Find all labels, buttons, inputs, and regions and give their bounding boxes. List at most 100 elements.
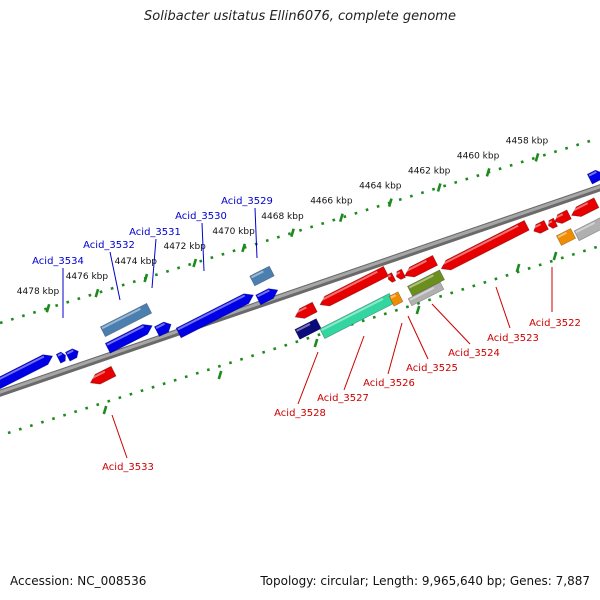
gene-acid-3523-body [440,219,530,271]
gene-small-i [553,209,572,224]
leader-acid_3531 [151,238,157,289]
backbone-highlight [0,185,600,394]
inner-ruler-tick [102,405,108,415]
gene-acid-3534-body [0,354,54,390]
gene-label-acid_3529: Acid_3529 [221,196,273,207]
genome-info-text: Topology: circular; Length: 9,965,640 bp… [260,574,590,588]
gene-acid-3525-gray [407,281,445,307]
gene-small-b-body [64,348,79,362]
ruler-tick-label-4478: 4478 kbp [17,287,60,297]
gene-edge-plus-body [586,169,600,185]
gene-acid-3522 [555,228,577,246]
gene-small-e-body [387,272,397,283]
ruler-tick-label-4468: 4468 kbp [261,212,304,222]
gene-features [0,169,600,390]
gene-acid-3532-shine [101,307,141,330]
gene-acid-3533-shine [89,370,106,381]
ruler-tick-label-4462: 4462 kbp [408,167,451,177]
gene-acid-3525 [407,269,445,297]
ruler-tick-label-4476: 4476 kbp [66,272,109,282]
gene-label-acid_3524: Acid_3524 [448,348,500,359]
gene-label-acid_3532: Acid_3532 [83,240,135,251]
gene-acid-3527-red [318,265,389,307]
gene-acid-3525-body [407,269,445,297]
ruler-tick-4468 [290,228,295,238]
gene-small-c-shine [155,322,166,329]
gene-acid-3522-red-shine [570,202,589,213]
gene-acid-3534 [0,354,54,390]
gene-acid-3532 [99,302,153,338]
leader-acid_3529 [254,207,258,259]
ruler-tick-label-4458: 4458 kbp [506,136,549,146]
gene-edge-plus-shine [588,171,597,177]
gene-edge-gray-body [573,216,600,242]
gene-label-acid_3527: Acid_3527 [317,393,369,404]
gene-acid-3524-red-shine [403,259,427,274]
gene-small-a-shine [57,352,63,357]
ruler-tick-label-4474: 4474 kbp [115,257,158,267]
gene-small-g-body [533,219,549,234]
gene-acid-3526 [388,291,404,307]
gene-acid-3526-body [388,291,404,307]
gene-acid-3529 [249,265,275,287]
gene-acid-3530 [175,293,254,339]
genome-backbone [0,184,600,397]
leader-acid_3523 [495,286,511,329]
gene-small-f-body [396,268,407,280]
gene-acid-3531-shine [106,325,145,346]
gene-acid-3527-red-body [319,265,389,307]
gene-small-h [547,217,559,229]
gene-label-acid_3534: Acid_3534 [32,256,84,267]
gene-acid-3531 [104,324,153,354]
ruler-tick-4458 [534,152,540,162]
gene-acid-3529-body [249,265,275,287]
ruler-tick-4476 [94,288,100,298]
gene-label-acid_3528: Acid_3528 [274,408,326,419]
leader-acid_3526 [387,322,403,375]
ruler-tick-4470 [241,243,247,253]
gene-small-d-shine [257,289,270,298]
leader-acid_3528 [297,351,319,405]
gene-small-h-shine [547,220,553,225]
gene-small-c-body [153,321,172,337]
inner-ruler-tick [415,305,421,315]
ruler-tick-4462 [436,183,442,192]
gene-label-acid_3522: Acid_3522 [529,318,581,329]
gene-small-a [55,351,66,364]
leader-acid_3527 [343,335,365,391]
ruler-tick-label-4460: 4460 kbp [457,151,500,161]
ruler-tick-4478 [45,303,51,313]
gene-acid-3523-shine [440,224,519,267]
gene-small-f-shine [395,271,401,276]
gene-acid-3528-shine [296,323,311,332]
gene-acid-3527-red-shine [318,270,378,303]
gene-small-i-shine [553,213,564,220]
ruler-tick-4464 [387,198,393,207]
inner-ruler-tick [313,338,319,348]
ruler-tick-label-4466: 4466 kbp [310,197,353,207]
gene-small-b [64,348,79,362]
gene-label-acid_3530: Acid_3530 [175,211,227,222]
leader-acid_3530 [201,222,205,272]
gene-acid-3533-body [89,365,117,385]
map-title: Solibacter usitatus Ellin6076, complete … [144,9,456,24]
gene-edge-plus [586,169,600,185]
gene-small-i-body [554,209,572,224]
gene-acid-3524-red-body [404,254,439,278]
gene-acid-3533 [89,365,117,385]
gene-small-e [387,272,397,283]
gene-acid-3525-shine [408,274,434,289]
gene-acid-3522-shine [557,231,568,238]
gene-small-f [395,268,407,280]
gene-acid-3527-shine [321,297,384,331]
gene-acid-3524-red [403,254,439,278]
gene-acid-3526-shine [390,294,397,299]
gene-acid-3522-red [570,197,600,217]
gene-label-acid_3525: Acid_3525 [406,363,458,374]
ruler-tick-label-4472: 4472 kbp [163,242,206,252]
gene-label-acid_3533: Acid_3533 [102,462,154,473]
inner-ruler-tick [552,251,558,261]
inner-ruler-tick [217,370,223,380]
leader-acid_3533 [111,414,128,459]
